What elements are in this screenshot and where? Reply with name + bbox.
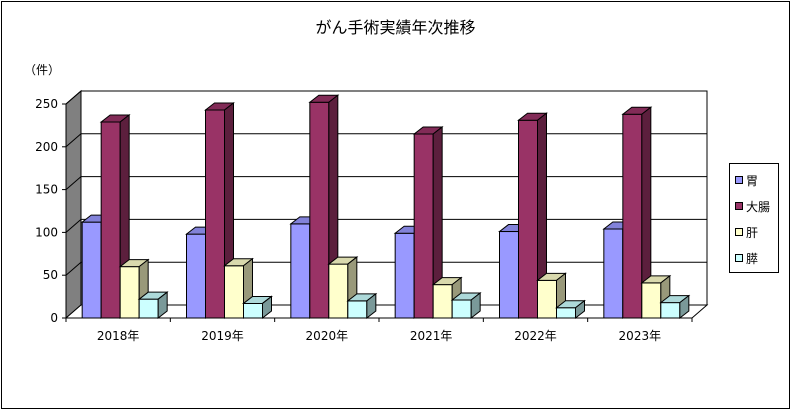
legend-swatch [735,176,743,184]
x-tick-label: 2019年 [201,329,244,343]
bar-大腸-2021年 [413,133,434,319]
gridline-diagonal [65,133,82,148]
bar-膵-2020年 [347,300,368,319]
x-tick-label: 2018年 [97,329,140,343]
legend-label: 膵 [746,251,759,266]
legend-label: 大腸 [746,199,771,214]
bar-肝-2022年 [537,279,557,319]
legend-item: 膵 [735,250,758,266]
legend-swatch [735,202,743,210]
legend-swatch [735,254,743,262]
y-tick-label: 50 [43,268,58,282]
legend-item: 大腸 [735,198,770,214]
bar-side-膵-2019年 [262,295,272,320]
y-tick-label: 100 [35,225,58,239]
back-wall [80,90,708,306]
bar-膵-2018年 [138,298,159,319]
x-tick-label: 2023年 [619,329,662,343]
bar-肝-2018年 [119,266,140,319]
legend-swatch [735,228,743,236]
bar-side-膵-2018年 [157,291,168,320]
bar-膵-2019年 [243,302,263,319]
gridline-diagonal [65,261,82,276]
y-tick-label: 250 [35,97,58,111]
y-tick-label: 200 [35,140,58,154]
bar-胃-2019年 [186,233,206,319]
bar-大腸-2023年 [622,113,643,319]
y-tick-label: 150 [35,183,58,197]
bar-膵-2021年 [451,299,472,319]
y-axis-unit-label: （件） [24,63,61,77]
x-tick-label: 2022年 [514,329,557,343]
bar-大腸-2018年 [100,121,121,319]
gridline-diagonal [65,176,82,190]
legend-label: 胃 [746,173,759,188]
bar-肝-2020年 [328,263,349,319]
bar-胃-2021年 [394,232,415,319]
bar-大腸-2022年 [518,119,538,319]
bar-肝-2021年 [432,284,453,319]
x-tick-label: 2021年 [410,329,453,343]
legend-label: 肝 [746,225,759,240]
chart-title: がん手術実績年次推移 [315,18,476,37]
bar-side-膵-2021年 [470,292,481,320]
x-tick-label: 2020年 [306,329,349,343]
side-wall [65,89,82,320]
bar-大腸-2019年 [205,109,225,319]
chart-legend: 胃大腸肝膵 [729,163,779,273]
bar-大腸-2020年 [309,101,330,319]
bar-膵-2023年 [660,302,681,319]
legend-item: 胃 [735,172,758,188]
gridline-diagonal [65,90,82,105]
legend-item: 肝 [735,224,758,240]
bar-side-膵-2023年 [679,294,690,320]
bar-side-膵-2022年 [575,299,585,320]
bar-side-膵-2020年 [366,292,377,320]
bar-胃-2022年 [499,231,519,319]
bar-肝-2019年 [224,265,244,319]
bar-肝-2023年 [641,282,662,319]
bar-胃-2018年 [81,221,102,319]
bar-胃-2020年 [290,223,311,319]
bar-胃-2023年 [603,228,624,319]
gridline-diagonal [65,219,82,233]
y-tick-label: 0 [50,311,58,325]
bar-膵-2022年 [556,307,576,319]
